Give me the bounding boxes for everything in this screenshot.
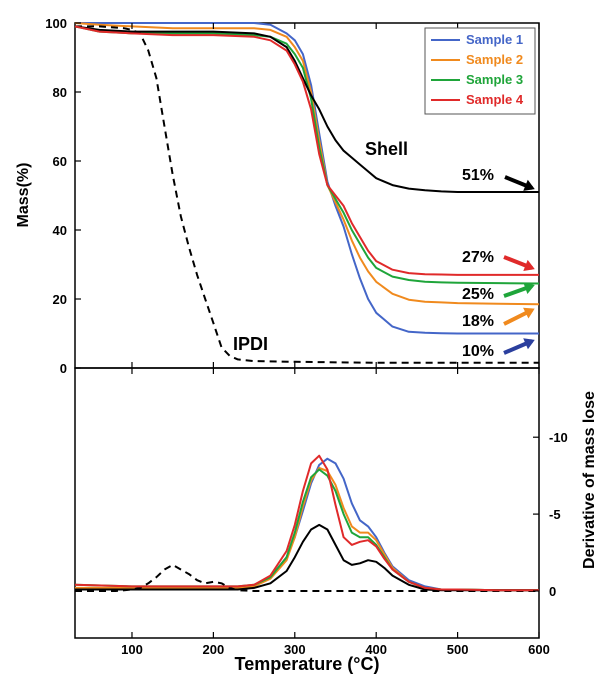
x-tick-label: 600 xyxy=(528,642,550,657)
x-tick-label: 200 xyxy=(203,642,225,657)
bottom-y-tick-label: -10 xyxy=(549,430,568,445)
pct-10-label: 10% xyxy=(462,343,494,360)
shell-annotation: Shell xyxy=(365,139,408,159)
pct-25-label: 25% xyxy=(462,286,494,303)
top-y-tick-label: 100 xyxy=(45,16,67,31)
pct-51-label: 51% xyxy=(462,167,494,184)
pct-18-label: 18% xyxy=(462,313,494,330)
pct-27-label: 27% xyxy=(462,249,494,266)
x-axis-title: Temperature (°C) xyxy=(235,654,380,674)
percentage-arrows xyxy=(504,177,535,353)
bottom-plot-frame xyxy=(75,368,539,638)
bottom-y-tick-label: 0 xyxy=(549,584,556,599)
ipdi-annotation: IPDI xyxy=(233,334,268,354)
top-y-tick-label: 20 xyxy=(53,292,67,307)
bottom-series-shell xyxy=(75,525,539,590)
x-tick-label: 100 xyxy=(121,642,143,657)
top-y-tick-label: 40 xyxy=(53,223,67,238)
top-y-axis-title: Mass(%) xyxy=(15,163,32,228)
bottom-y-ticks: 0 -5 -10 xyxy=(533,430,568,599)
top-y-tick-label: 60 xyxy=(53,154,67,169)
bottom-series-sample-2 xyxy=(75,468,539,590)
bottom-series-sample-3 xyxy=(75,470,539,591)
bottom-series-lines xyxy=(75,456,539,591)
top-y-tick-label: 80 xyxy=(53,85,67,100)
top-y-tick-label: 0 xyxy=(60,361,67,376)
bottom-y-axis-title: Derivative of mass lose xyxy=(581,391,598,569)
legend-label-sample-2: Sample 2 xyxy=(466,52,523,67)
bottom-series-sample-4 xyxy=(75,456,539,591)
legend: Sample 1 Sample 2 Sample 3 Sample 4 xyxy=(425,28,535,114)
x-ticks: 100 200 300 400 500 600 xyxy=(121,23,550,657)
legend-label-sample-4: Sample 4 xyxy=(466,92,524,107)
x-tick-label: 500 xyxy=(447,642,469,657)
legend-label-sample-1: Sample 1 xyxy=(466,32,523,47)
legend-label-sample-3: Sample 3 xyxy=(466,72,523,87)
bottom-y-tick-label: -5 xyxy=(549,507,561,522)
